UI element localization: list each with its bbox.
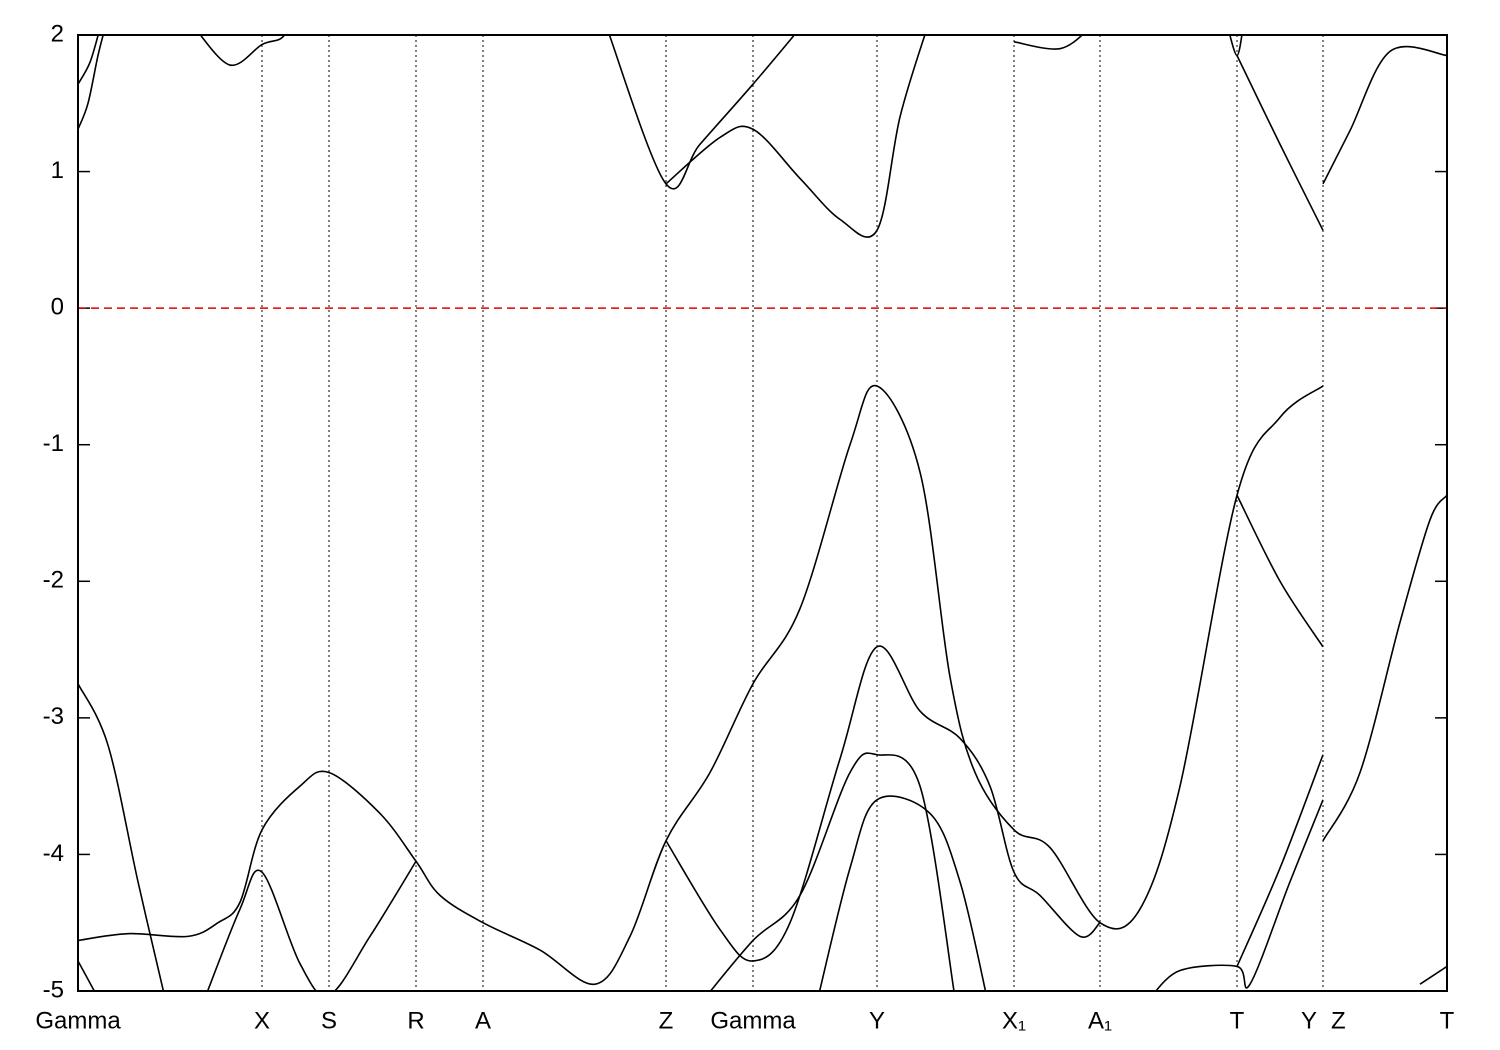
x-tick-label: A₁: [1088, 1007, 1112, 1034]
band-line: [709, 752, 955, 991]
band-line: [206, 860, 417, 991]
y-tick-label: -2: [43, 567, 64, 594]
band-line: [78, 35, 104, 130]
x-tick-label: Z: [1331, 1007, 1346, 1034]
band-line: [665, 645, 1101, 962]
band-line: [1236, 754, 1324, 967]
y-tick-label: -3: [43, 703, 64, 730]
band-line: [78, 683, 165, 991]
plot-frame: [77, 34, 1448, 992]
x-tick-label: Gamma: [35, 1007, 121, 1034]
band-line: [665, 35, 926, 238]
band-line: [1154, 799, 1324, 991]
x-tick-label: T: [1230, 1007, 1245, 1034]
x-tick-label: X₁: [1002, 1007, 1026, 1034]
band-line: [1322, 45, 1447, 185]
band-line: [608, 35, 796, 190]
y-tick-label: 1: [51, 157, 64, 184]
band-line: [78, 384, 1324, 985]
x-tick-label: Gamma: [710, 1007, 796, 1034]
y-tick-label: 0: [51, 293, 64, 320]
band-line: [199, 35, 286, 66]
x-tick-label: X: [254, 1007, 270, 1034]
y-tick-label: 2: [51, 20, 64, 47]
x-tick-label: R: [407, 1007, 424, 1034]
bands: [78, 35, 1447, 991]
x-tick-label: A: [475, 1007, 491, 1034]
x-tick-label: T: [1440, 1007, 1455, 1034]
band-line: [78, 35, 99, 85]
y-tick-label: -5: [43, 976, 64, 1003]
x-tick-label: Y: [869, 1007, 885, 1034]
band-line: [818, 795, 987, 991]
x-tick-label: S: [321, 1007, 337, 1034]
band-line: [1229, 35, 1243, 57]
y-tick-label: -4: [43, 840, 64, 867]
y-tick-label: -1: [43, 430, 64, 457]
band-line: [1236, 494, 1324, 648]
x-tick-label: Z: [659, 1007, 674, 1034]
band-line: [1419, 965, 1447, 985]
band-line: [78, 960, 96, 991]
band-line: [1236, 55, 1324, 231]
band-line: [1322, 494, 1447, 842]
x-tick-label: Y: [1301, 1007, 1317, 1034]
band-line: [1013, 35, 1084, 50]
